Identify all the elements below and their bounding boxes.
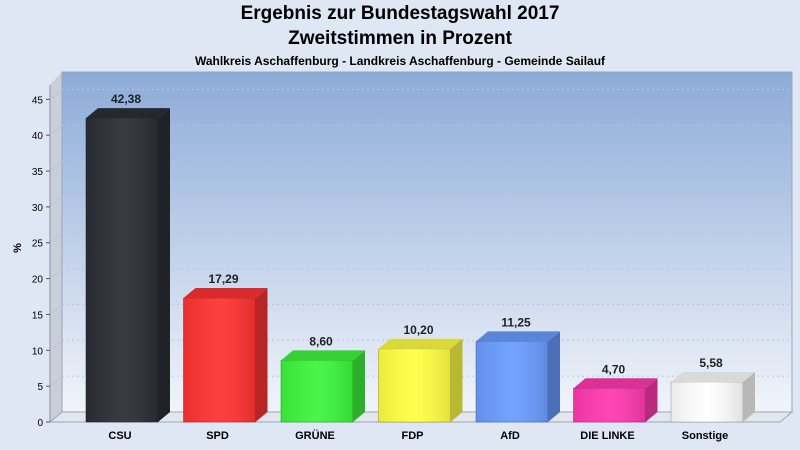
chart-subtitle: Zweitstimmen in Prozent: [288, 28, 512, 49]
y-tick-label: 20: [32, 275, 44, 286]
bar-grüne: 8,60: [280, 334, 365, 423]
y-tick-label: 5: [37, 382, 43, 393]
x-tick-label: GRÜNE: [295, 429, 335, 442]
x-tick-label: AfD: [500, 430, 520, 442]
y-axis-label: %: [12, 243, 24, 253]
y-tick-label: 15: [32, 310, 44, 321]
data-label: 17,29: [208, 272, 238, 286]
data-label: 11,25: [501, 315, 531, 329]
gridline-side: [49, 160, 63, 172]
data-label: 4,70: [602, 362, 626, 376]
gridline-side: [49, 268, 63, 279]
y-tick-label: 10: [32, 346, 44, 357]
data-label: 42,38: [111, 92, 141, 106]
y-tick-label: 30: [32, 203, 44, 214]
x-tick-label: SPD: [206, 430, 229, 442]
bar-afd: 11,25: [475, 315, 560, 423]
y-tick-label: 25: [32, 239, 44, 250]
plot-side-wall: [50, 72, 62, 422]
bar-fdp: 10,20: [378, 323, 463, 423]
data-label: 5,58: [699, 356, 723, 370]
gridline-side: [49, 88, 63, 100]
bar-spd: 17,29: [183, 272, 268, 423]
x-tick-label: FDP: [402, 430, 424, 442]
x-tick-label: DIE LINKE: [580, 430, 634, 442]
gridline-side: [49, 124, 63, 136]
chart-title: Ergebnis zur Bundestagswahl 2017: [240, 3, 560, 24]
bar-csu: 42,38: [85, 92, 170, 423]
gridline-side: [49, 375, 63, 387]
data-label: 10,20: [403, 323, 433, 337]
bar-sonstige: 5,58: [670, 356, 755, 423]
y-tick-label: 40: [32, 131, 44, 142]
gridline-side: [49, 196, 63, 208]
data-label: 8,60: [309, 334, 333, 348]
chart-caption: Wahlkreis Aschaffenburg - Landkreis Asch…: [194, 54, 606, 68]
x-tick-label: CSU: [108, 430, 131, 442]
gridline-side: [49, 304, 63, 315]
y-tick-label: 45: [32, 95, 44, 106]
bar-die-linke: 4,70: [573, 362, 658, 423]
gridline-side: [49, 232, 63, 244]
y-tick-label: 35: [32, 167, 44, 178]
y-tick-label: 0: [37, 418, 43, 429]
x-tick-label: Sonstige: [682, 430, 728, 442]
gridline-side: [49, 339, 63, 351]
